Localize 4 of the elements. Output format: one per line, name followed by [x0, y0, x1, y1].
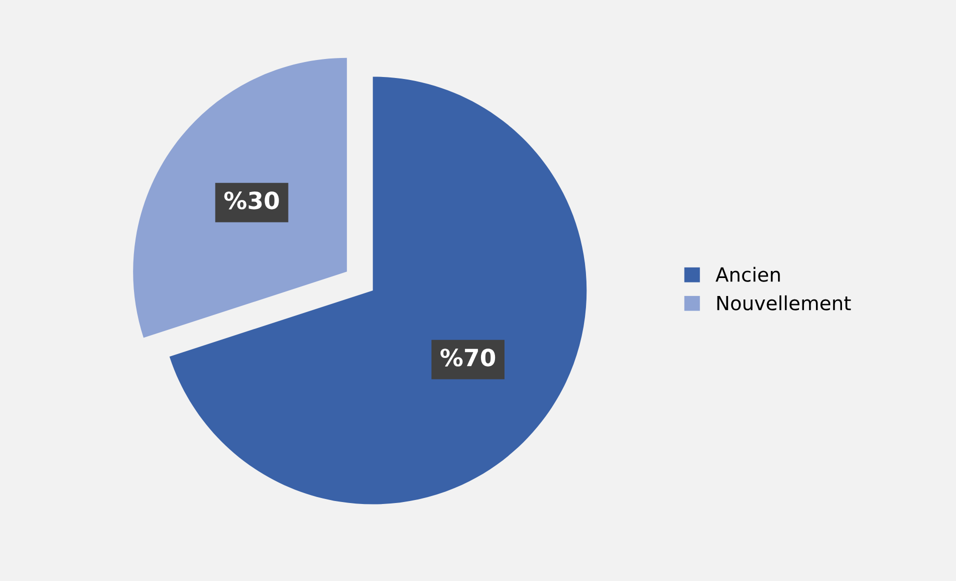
legend-label: Nouvellement — [717, 295, 851, 310]
data-label: %70 — [440, 348, 496, 366]
data-label: %30 — [224, 192, 279, 210]
legend-label: Ancien — [716, 266, 780, 282]
